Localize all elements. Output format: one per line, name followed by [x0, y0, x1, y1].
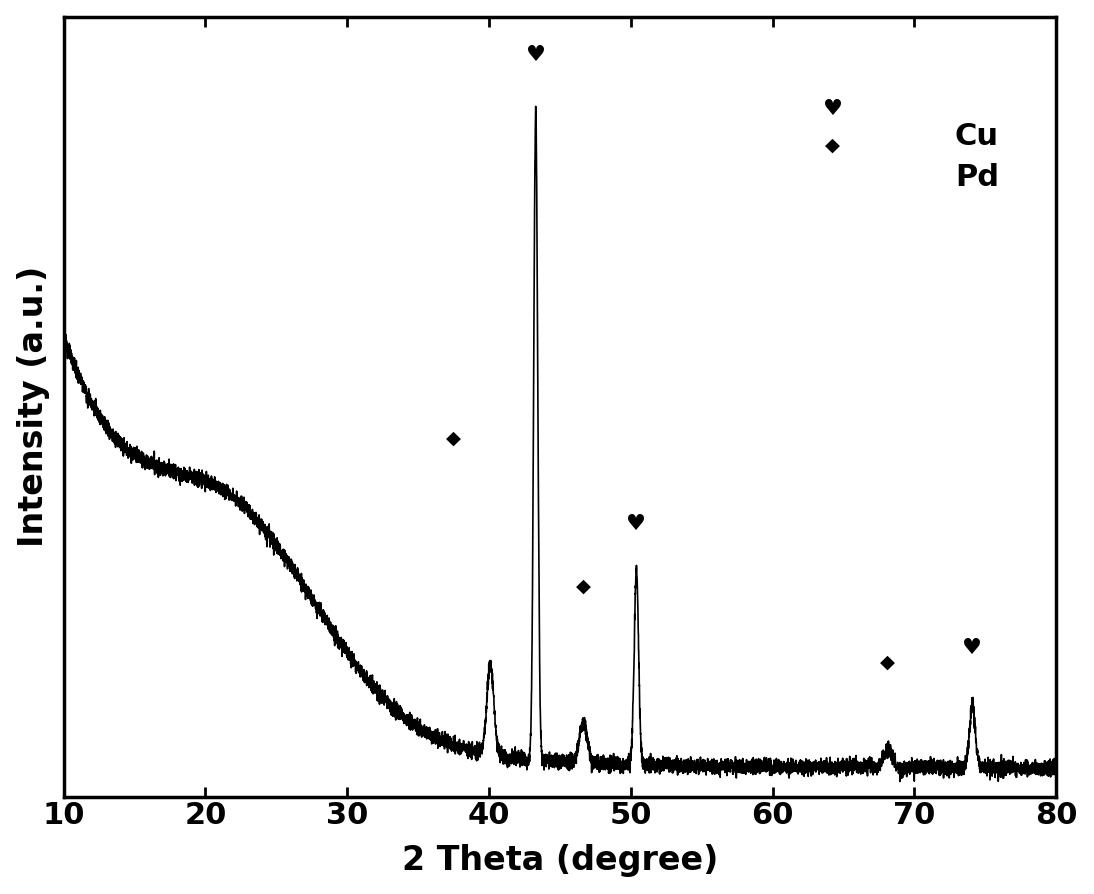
Text: ◆: ◆: [880, 653, 895, 671]
Y-axis label: Intensity (a.u.): Intensity (a.u.): [16, 266, 49, 547]
Text: ♥: ♥: [823, 98, 842, 119]
Text: ♥: ♥: [627, 514, 647, 534]
Text: ◆: ◆: [575, 577, 591, 595]
X-axis label: 2 Theta (degree): 2 Theta (degree): [401, 844, 718, 877]
Legend: Cu, Pd: Cu, Pd: [882, 110, 1011, 205]
Text: ◆: ◆: [825, 136, 840, 155]
Text: ♥: ♥: [963, 638, 982, 658]
Text: ♥: ♥: [526, 45, 546, 64]
Text: ◆: ◆: [446, 428, 461, 447]
